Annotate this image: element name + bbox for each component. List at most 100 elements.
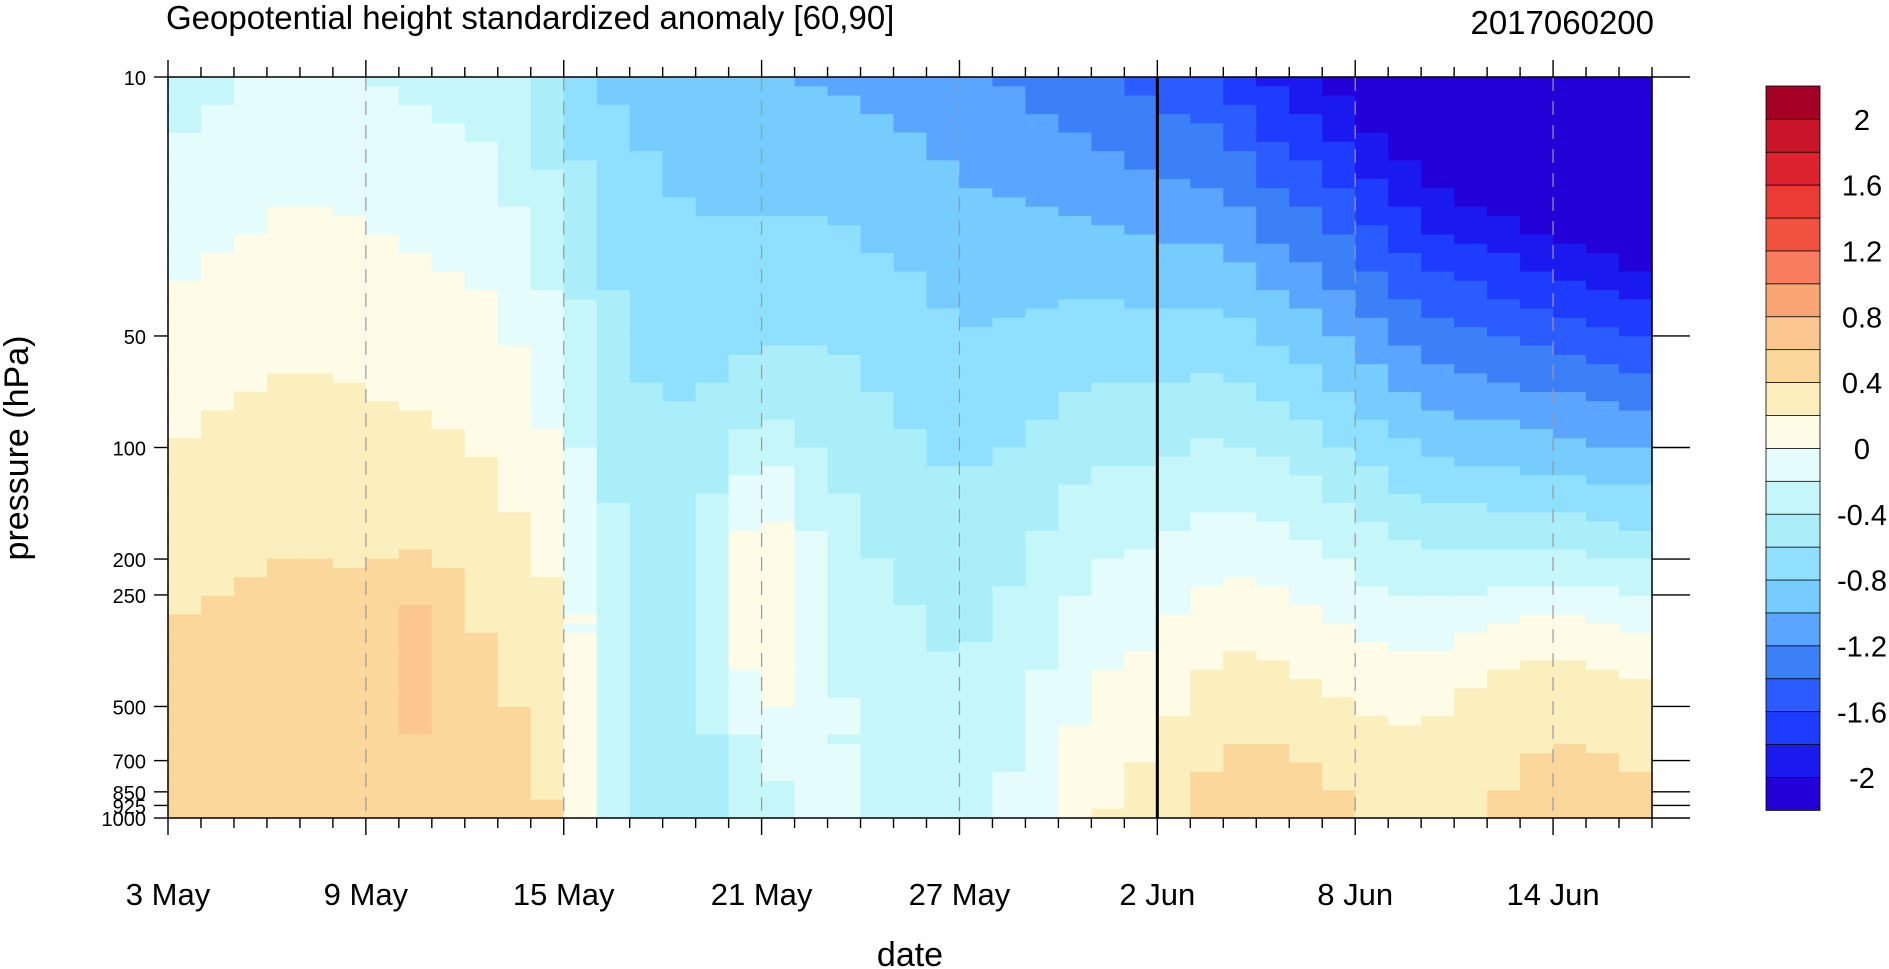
field-cell [827, 160, 862, 171]
field-cell [431, 206, 466, 217]
field-cell [761, 391, 796, 402]
field-cell [530, 401, 565, 412]
field-cell [893, 484, 928, 495]
field-cell [1454, 280, 1488, 291]
field-cell [1124, 586, 1158, 597]
field-cell [1388, 271, 1422, 282]
field-cell [926, 503, 961, 513]
field-cell [1487, 401, 1521, 412]
field-cell [662, 317, 697, 328]
field-cell [233, 456, 268, 467]
field-cell [827, 317, 862, 328]
field-cell [1487, 373, 1521, 384]
field-cell [1058, 336, 1092, 347]
field-cell [530, 373, 565, 384]
field-cell [1322, 86, 1356, 97]
field-cell [1256, 86, 1290, 97]
field-cell [1322, 160, 1356, 171]
colorbar-label: -0.8 [1837, 566, 1887, 598]
chart-title: Geopotential height standardized anomaly… [166, 0, 894, 36]
field-cell [563, 428, 598, 439]
field-cell [728, 364, 763, 374]
field-cell [431, 762, 466, 773]
field-cell [893, 354, 928, 365]
field-cell [431, 743, 466, 754]
field-cell [1091, 141, 1125, 152]
field-cell [266, 271, 301, 282]
field-cell [1091, 512, 1125, 523]
field-cell [695, 160, 730, 171]
field-cell [398, 706, 433, 717]
field-cell [1520, 734, 1554, 745]
field-cell [761, 123, 796, 134]
field-cell [1619, 215, 1653, 226]
field-cell [629, 790, 664, 801]
field-cell [530, 669, 565, 680]
field-cell [596, 373, 631, 384]
field-cell [860, 206, 895, 217]
field-cell [1520, 188, 1554, 199]
field-cell [1553, 521, 1587, 532]
field-cell [1223, 512, 1257, 523]
field-cell [299, 780, 334, 791]
field-cell [1124, 132, 1158, 143]
field-cell [1124, 623, 1158, 634]
field-cell [1289, 577, 1323, 588]
field-cell [1553, 391, 1587, 402]
field-cell [1520, 77, 1554, 87]
field-cell [168, 104, 202, 115]
field-cell [893, 604, 928, 615]
field-cell [1355, 669, 1389, 680]
field-cell [761, 299, 796, 310]
field-cell [695, 595, 730, 606]
field-cell [200, 660, 235, 671]
field-cell [200, 391, 235, 402]
field-cell [1058, 132, 1092, 143]
field-cell [1454, 679, 1488, 689]
field-cell [200, 86, 235, 97]
field-cell [266, 345, 301, 356]
field-cell [1223, 743, 1257, 754]
field-cell [1223, 373, 1257, 384]
field-cell [464, 141, 499, 152]
field-cell [266, 354, 301, 365]
field-cell [1520, 234, 1554, 245]
field-cell [431, 725, 466, 736]
field-cell [1157, 558, 1191, 569]
field-cell [1190, 475, 1224, 486]
field-cell [1388, 364, 1422, 374]
field-cell [1520, 354, 1554, 365]
field-cell [662, 410, 697, 421]
field-cell [959, 197, 994, 208]
field-cell [431, 188, 466, 199]
field-cell [233, 410, 268, 421]
field-cell [365, 614, 400, 625]
field-cell [1520, 95, 1554, 106]
field-cell [926, 679, 961, 689]
field-cell [233, 540, 268, 550]
field-cell [233, 243, 268, 254]
field-cell [1487, 790, 1521, 801]
field-cell [794, 345, 829, 356]
field-cell [1355, 86, 1389, 97]
field-cell [1322, 623, 1356, 634]
field-cell [299, 604, 334, 615]
field-cell [1289, 512, 1323, 523]
field-cell [497, 771, 532, 782]
field-cell [860, 280, 895, 291]
field-cell [497, 716, 532, 726]
field-cell [398, 780, 433, 791]
field-cell [431, 466, 466, 476]
field-cell [1421, 280, 1455, 291]
field-cell [168, 290, 202, 300]
field-cell [464, 651, 499, 662]
field-cell [233, 95, 268, 106]
field-cell [1289, 716, 1323, 726]
field-cell [1058, 86, 1092, 97]
field-cell [629, 475, 664, 486]
field-cell [233, 391, 268, 402]
field-cell [200, 466, 235, 476]
field-cell [761, 104, 796, 115]
field-cell [1520, 410, 1554, 421]
field-cell [827, 77, 862, 87]
